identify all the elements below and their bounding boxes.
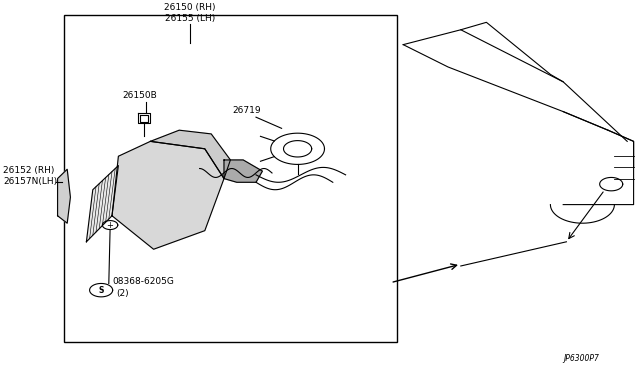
Polygon shape xyxy=(86,166,118,242)
Text: 26152 (RH): 26152 (RH) xyxy=(3,166,54,175)
Text: JP6300P7: JP6300P7 xyxy=(563,354,599,363)
Polygon shape xyxy=(58,169,70,223)
Bar xyxy=(64,15,397,342)
Text: 26150B: 26150B xyxy=(122,92,157,100)
Polygon shape xyxy=(224,160,262,182)
Text: 26155 (LH): 26155 (LH) xyxy=(165,14,215,23)
Text: 26719: 26719 xyxy=(232,106,260,115)
Text: +: + xyxy=(107,221,113,230)
Polygon shape xyxy=(112,141,224,249)
Text: 26150 (RH): 26150 (RH) xyxy=(164,3,216,12)
Text: 26157N(LH): 26157N(LH) xyxy=(3,177,58,186)
Text: 08368-6205G: 08368-6205G xyxy=(112,278,174,286)
Text: (2): (2) xyxy=(116,289,129,298)
Text: S: S xyxy=(99,286,104,295)
Polygon shape xyxy=(150,130,230,179)
